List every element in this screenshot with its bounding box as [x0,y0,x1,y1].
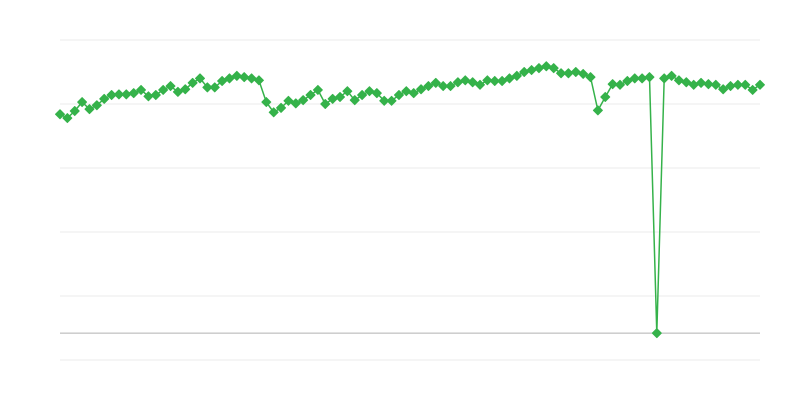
data-point[interactable] [504,73,515,84]
data-point[interactable] [55,109,65,120]
data-point[interactable] [511,70,522,81]
data-point[interactable] [305,90,316,101]
gridlines [60,39,760,361]
data-point[interactable] [136,84,147,95]
data-point[interactable] [703,79,714,90]
data-point[interactable] [401,86,412,97]
data-point[interactable] [408,88,419,99]
data-point[interactable] [231,70,242,81]
data-point[interactable] [180,84,191,95]
data-point[interactable] [224,73,235,84]
data-point[interactable] [747,84,758,95]
data-point[interactable] [696,77,707,88]
data-point[interactable] [578,68,589,79]
data-point[interactable] [526,65,537,76]
data-point[interactable] [276,102,287,113]
data-point[interactable] [357,90,368,101]
data-point[interactable] [320,99,331,109]
data-point[interactable] [740,79,751,90]
data-point[interactable] [718,84,729,95]
data-point[interactable] [62,113,73,124]
data-point[interactable] [423,81,434,92]
data-point[interactable] [290,98,301,109]
data-point[interactable] [379,95,390,106]
data-point[interactable] [121,89,132,100]
data-point[interactable] [622,75,633,86]
data-point[interactable] [165,81,176,92]
data-point[interactable] [482,75,493,86]
data-point[interactable] [563,68,574,79]
data-point[interactable] [113,89,124,100]
data-point[interactable] [666,70,677,81]
data-point[interactable] [217,75,228,86]
series [55,61,765,339]
data-point[interactable] [681,77,692,88]
data-point[interactable] [644,72,655,83]
data-point[interactable] [84,104,95,115]
data-point[interactable] [673,75,684,86]
data-point[interactable] [430,77,441,88]
data-point[interactable] [445,81,456,92]
data-point[interactable] [239,72,250,83]
data-point[interactable] [600,91,611,102]
data-point[interactable] [371,88,382,99]
data-point[interactable] [99,93,110,104]
series-line [59,65,761,334]
data-point[interactable] [69,106,80,117]
data-point[interactable] [732,79,743,90]
data-point[interactable] [150,90,161,101]
data-point[interactable] [637,73,648,84]
data-point[interactable] [128,88,139,99]
data-point[interactable] [268,107,279,118]
data-point[interactable] [253,75,264,86]
data-point[interactable] [615,79,625,90]
data-point[interactable] [91,100,102,111]
data-point[interactable] [202,82,213,93]
data-point[interactable] [710,79,721,90]
data-point[interactable] [327,93,338,104]
data-point[interactable] [77,97,88,108]
data-point[interactable] [158,84,169,95]
data-point[interactable] [335,91,345,102]
data-point[interactable] [607,79,618,90]
data-point[interactable] [533,63,544,74]
data-point[interactable] [585,72,596,83]
data-point[interactable] [592,105,603,116]
data-point[interactable] [312,84,323,95]
data-point[interactable] [467,77,478,88]
data-point[interactable] [416,84,427,95]
data-point[interactable] [489,75,500,86]
data-point[interactable] [246,73,257,84]
data-point[interactable] [570,67,581,77]
data-point[interactable] [548,63,559,74]
data-point[interactable] [342,86,353,97]
data-point[interactable] [172,86,183,97]
data-point[interactable] [629,73,640,84]
data-point[interactable] [659,73,670,84]
data-point[interactable] [195,73,205,84]
data-point[interactable] [497,75,508,86]
data-point[interactable] [460,75,471,86]
data-point[interactable] [438,81,449,92]
data-point[interactable] [349,95,360,106]
data-point[interactable] [541,61,552,72]
data-point[interactable] [475,79,485,90]
data-point[interactable] [106,90,117,101]
data-point[interactable] [393,90,404,101]
data-point[interactable] [298,95,309,106]
data-point[interactable] [261,97,272,108]
data-point[interactable] [187,77,198,88]
data-point[interactable] [651,328,662,339]
data-point[interactable] [283,95,294,106]
data-point[interactable] [386,95,397,106]
data-point[interactable] [364,86,375,97]
data-point[interactable] [209,82,220,93]
data-point[interactable] [755,79,765,90]
data-point[interactable] [556,68,567,79]
